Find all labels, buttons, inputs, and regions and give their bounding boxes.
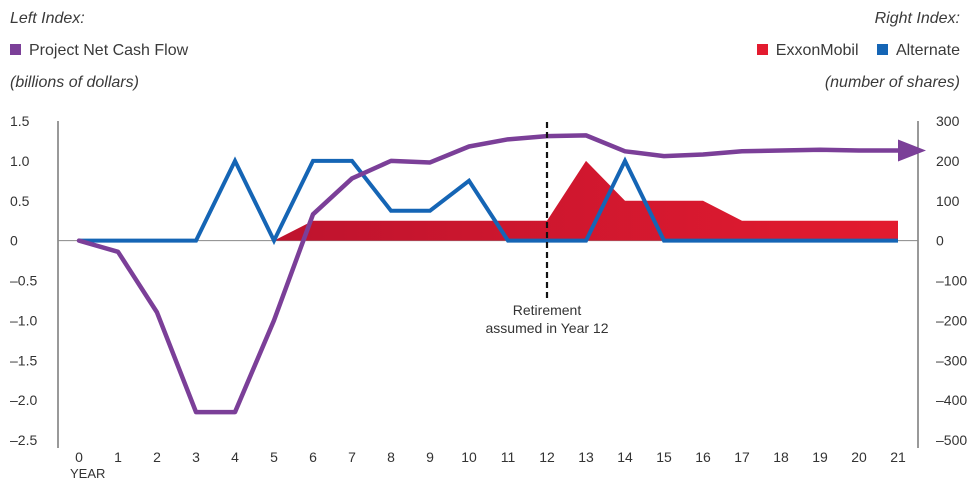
right-tick-label: –300 [936,352,967,368]
left-tick-label: 0.5 [10,193,30,209]
x-tick-label: 3 [192,449,200,465]
x-tick-label: 18 [773,449,789,465]
alternate-line [79,156,898,246]
cash-flow-arrowhead [898,139,926,162]
right-tick-label: –200 [936,312,967,328]
left-tick-label: –1.0 [10,312,37,328]
x-tick-label: 11 [501,449,516,465]
x-tick-label: 1 [114,449,122,465]
x-tick-label: 6 [309,449,317,465]
right-legend: ExxonMobil Alternate [756,42,960,60]
left-tick-label: –0.5 [10,273,37,289]
x-tick-label: 13 [578,449,594,465]
legend-swatch-exxonmobil [756,44,768,55]
x-tick-label: 21 [890,449,906,465]
x-tick-label: 9 [426,449,434,465]
right-index-label: Right Index: [874,10,960,27]
right-tick-label: –100 [936,273,967,289]
cash-flow-line [76,133,903,415]
x-tick-label: 12 [539,449,555,465]
x-tick-label: 10 [461,449,477,465]
x-axis-label: YEAR [70,466,105,481]
left-tick-label: 1.0 [10,153,30,169]
x-tick-label: 20 [851,449,867,465]
annotation-line1: Retirement [513,302,582,318]
left-tick-label: 0 [10,233,18,249]
x-tick-label: 17 [734,449,750,465]
legend-label-alternate: Alternate [895,42,960,59]
x-tick-label: 15 [656,449,672,465]
left-units: (billions of dollars) [10,74,139,91]
exxonmobil-area [79,160,898,241]
left-index-label: Left Index: [10,10,85,27]
left-tick-label: –2.0 [10,392,37,408]
legend-swatch-alternate [876,44,888,55]
legend-swatch-cash-flow [10,44,21,55]
left-tick-label: 1.5 [10,113,30,129]
right-tick-label: 200 [936,153,960,169]
right-tick-label: –400 [936,392,967,408]
x-tick-label: 19 [812,449,828,465]
left-legend: Project Net Cash Flow [10,42,188,60]
x-tick-label: 2 [153,449,161,465]
legend-label-exxonmobil: ExxonMobil [775,42,859,59]
x-tick-label: 4 [231,449,239,465]
left-tick-label: –2.5 [10,432,37,448]
right-tick-label: 300 [936,113,960,129]
x-tick-label: 5 [270,449,278,465]
right-tick-label: 0 [936,233,944,249]
x-tick-label: 16 [695,449,711,465]
annotation-line2: assumed in Year 12 [486,320,609,336]
right-tick-label: –500 [936,432,967,448]
x-tick-label: 8 [387,449,395,465]
left-tick-label: –1.5 [10,352,37,368]
left-legend-label: Project Net Cash Flow [29,42,189,59]
right-units: (number of shares) [824,74,960,91]
x-tick-label: 7 [348,449,356,465]
right-tick-label: 100 [936,193,960,209]
x-tick-label: 14 [617,449,633,465]
x-tick-label: 0 [75,449,83,465]
